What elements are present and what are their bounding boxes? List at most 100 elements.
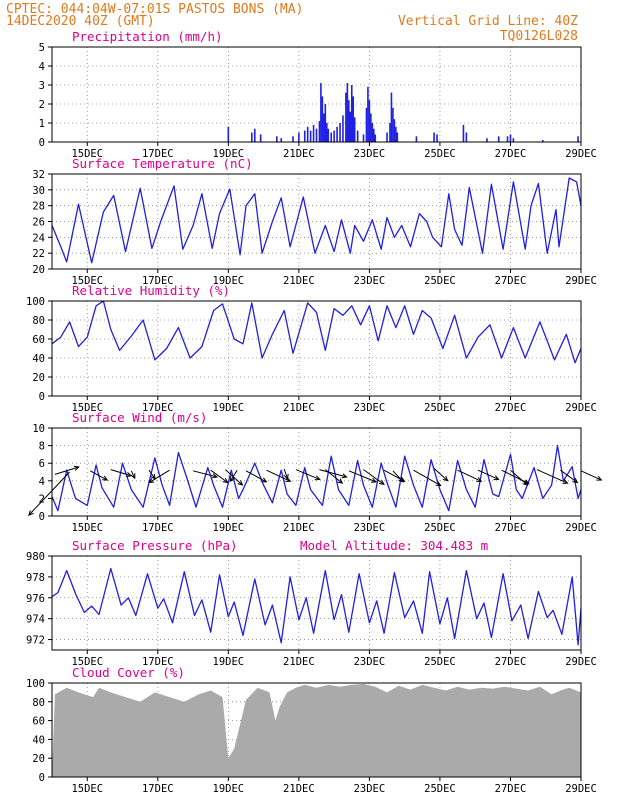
panel-title: Cloud Cover (%) (72, 665, 185, 680)
precip-bar (327, 128, 330, 142)
precip-bar (462, 124, 465, 142)
precip-bar (330, 132, 332, 142)
run-date: 14DEC2020 40Z (GMT) (6, 14, 155, 29)
y-tick-label: 60 (32, 334, 45, 346)
wind-vector (363, 469, 385, 485)
y-tick-label: 40 (32, 734, 45, 746)
y-tick-label: 4 (39, 61, 45, 73)
precip-bar (342, 115, 344, 142)
x-tick-label: 19DEC (213, 522, 245, 534)
wind-arrowhead (341, 473, 348, 479)
precip-bar (333, 130, 335, 142)
y-tick-label: 20 (32, 753, 45, 765)
wind-arrowhead (314, 475, 321, 481)
y-tick-label: 4 (39, 476, 45, 488)
y-tick-label: 2 (39, 99, 45, 111)
station-title: CPTEC: 044:04W-07:01S PASTOS BONS (MA) (6, 2, 303, 17)
precip-bar (315, 128, 318, 142)
precip-bar (336, 126, 338, 142)
wind-arrowhead (442, 475, 449, 482)
wind-arrowhead (222, 477, 229, 484)
wind-vector (501, 469, 530, 485)
precip-bar (365, 107, 368, 142)
y-tick-label: 0 (39, 511, 45, 523)
x-tick-label: 15DEC (71, 402, 103, 414)
series-line (51, 177, 582, 264)
precip-bar (227, 126, 230, 142)
wind-arrowhead (596, 475, 603, 481)
precip-bar (292, 136, 294, 142)
wind-vector (560, 469, 578, 483)
panel-title: Surface Pressure (hPa) (72, 538, 238, 553)
wind-vector (110, 469, 132, 477)
y-tick-label: 20 (32, 264, 45, 276)
y-tick-label: 972 (26, 635, 45, 647)
wind-arrowhead (148, 478, 155, 484)
precip-bar (259, 134, 262, 142)
precip-bar (312, 124, 315, 142)
wind-arrowhead (261, 477, 268, 483)
precip-bar (276, 136, 278, 142)
precip-bar (309, 130, 312, 142)
panel-annotation: Model Altitude: 304.483 m (300, 538, 488, 553)
wind-arrowhead (378, 479, 385, 486)
wind-vector (457, 469, 482, 482)
precip-bar (368, 100, 371, 142)
precip-bar (393, 119, 396, 142)
precip-bar (349, 111, 352, 142)
y-tick-label: 0 (39, 772, 45, 784)
wind-vector (283, 468, 289, 480)
wind-arrowhead (562, 479, 569, 484)
wind-arrowhead (130, 473, 136, 480)
x-tick-label: 29DEC (565, 275, 597, 287)
panel-frame (51, 46, 582, 143)
wind-arrowhead (283, 473, 289, 480)
x-tick-label: 27DEC (495, 656, 527, 668)
panel-frame (51, 300, 582, 397)
x-tick-label: 25DEC (424, 148, 456, 160)
precip-bar (395, 126, 397, 142)
precip-bar (486, 138, 488, 142)
x-tick-label: 17DEC (142, 275, 174, 287)
y-tick-label: 5 (39, 42, 45, 54)
precip-bar (251, 132, 253, 142)
precip-bar (348, 100, 350, 142)
precip-bar (350, 85, 353, 142)
panel-frame (51, 427, 582, 517)
wind-vector (295, 469, 320, 480)
y-tick-label: 30 (32, 185, 45, 197)
x-tick-label: 19DEC (213, 402, 245, 414)
wind-vector (192, 470, 217, 478)
wind-vector (536, 469, 568, 484)
wind-vector (210, 469, 228, 483)
x-tick-label: 21DEC (283, 275, 315, 287)
panel-title: Relative Humidity (%) (72, 283, 230, 298)
wind-arrowhead (572, 477, 579, 484)
precip-bar (362, 134, 365, 142)
precip-bar (415, 136, 418, 142)
precip-bar (392, 107, 394, 142)
wind-arrowhead (211, 473, 218, 479)
series-line (51, 300, 582, 364)
precip-bar (373, 128, 375, 142)
precip-bar (374, 134, 377, 142)
precip-bar (577, 136, 579, 142)
x-tick-label: 25DEC (424, 275, 456, 287)
y-tick-label: 22 (32, 248, 45, 260)
wind-vector (229, 469, 238, 482)
wind-vector (245, 470, 267, 483)
precip-bar (541, 140, 544, 142)
wind-vector (413, 469, 441, 487)
precip-bar (303, 130, 306, 142)
panel-6: Cloud Cover (%) 0 20 40 60 80 100 15DEC 17DEC 19D… (26, 665, 597, 795)
wind-arrowhead (28, 510, 34, 516)
precip-bar (306, 126, 309, 142)
precip-bar (320, 83, 322, 142)
precip-bar (386, 132, 388, 142)
x-tick-label: 29DEC (565, 783, 597, 795)
precip-bar (325, 123, 328, 142)
x-tick-label: 29DEC (565, 522, 597, 534)
y-tick-label: 32 (32, 169, 45, 181)
wind-vector (54, 466, 79, 475)
y-tick-label: 2 (39, 493, 45, 505)
